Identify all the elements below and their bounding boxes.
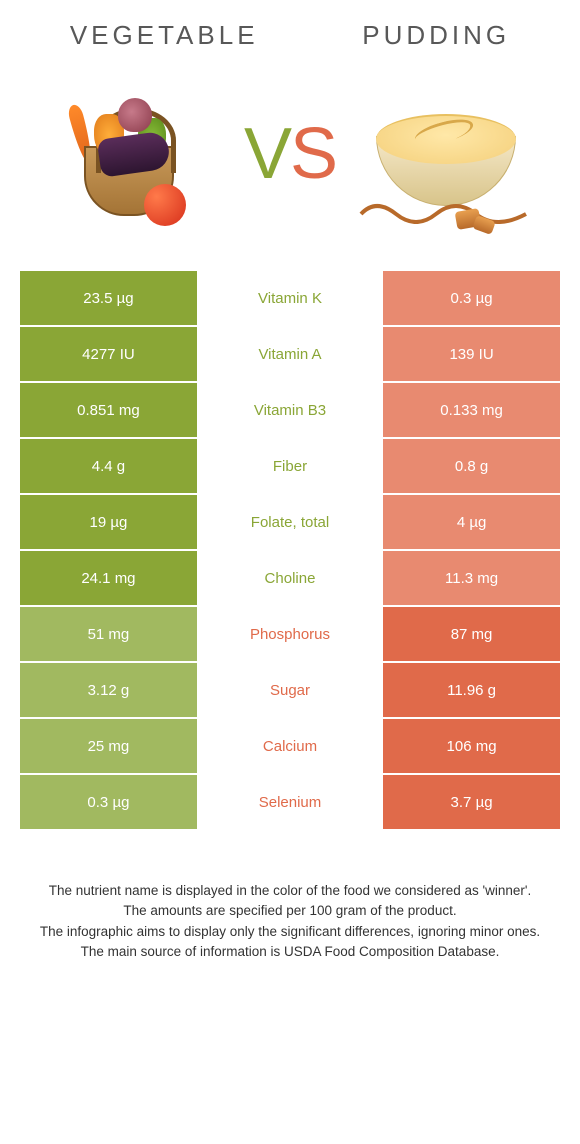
table-row: 0.851 mgVitamin B30.133 mg xyxy=(19,382,561,438)
vs-label: VS xyxy=(244,118,336,190)
left-value: 0.3 µg xyxy=(19,774,198,830)
right-value: 0.133 mg xyxy=(382,382,561,438)
left-value: 25 mg xyxy=(19,718,198,774)
hero-row: VS xyxy=(18,69,562,239)
right-value: 106 mg xyxy=(382,718,561,774)
table-row: 25 mgCalcium106 mg xyxy=(19,718,561,774)
table-row: 19 µgFolate, total4 µg xyxy=(19,494,561,550)
left-value: 24.1 mg xyxy=(19,550,198,606)
right-value: 0.8 g xyxy=(382,438,561,494)
footer-line-1: The nutrient name is displayed in the co… xyxy=(22,881,558,901)
nutrient-label: Selenium xyxy=(198,774,382,830)
right-value: 11.96 g xyxy=(382,662,561,718)
right-value: 139 IU xyxy=(382,326,561,382)
footer-line-3: The infographic aims to display only the… xyxy=(22,922,558,942)
table-row: 24.1 mgCholine11.3 mg xyxy=(19,550,561,606)
table-row: 0.3 µgSelenium3.7 µg xyxy=(19,774,561,830)
right-value: 3.7 µg xyxy=(382,774,561,830)
header-row: VEGETABLE PUDDING xyxy=(18,20,562,51)
table-row: 4277 IUVitamin A139 IU xyxy=(19,326,561,382)
nutrient-label: Folate, total xyxy=(198,494,382,550)
nutrient-label: Vitamin K xyxy=(198,270,382,326)
right-value: 4 µg xyxy=(382,494,561,550)
nutrient-label: Fiber xyxy=(198,438,382,494)
left-value: 3.12 g xyxy=(19,662,198,718)
table-row: 3.12 gSugar11.96 g xyxy=(19,662,561,718)
vs-v: V xyxy=(244,114,290,194)
right-value: 87 mg xyxy=(382,606,561,662)
vs-s: S xyxy=(290,114,336,194)
left-value: 4277 IU xyxy=(19,326,198,382)
nutrient-label: Vitamin A xyxy=(198,326,382,382)
footer-line-4: The main source of information is USDA F… xyxy=(22,942,558,962)
table-row: 4.4 gFiber0.8 g xyxy=(19,438,561,494)
nutrient-label: Vitamin B3 xyxy=(198,382,382,438)
nutrient-table: 23.5 µgVitamin K0.3 µg4277 IUVitamin A13… xyxy=(18,269,562,831)
nutrient-label: Sugar xyxy=(198,662,382,718)
left-value: 0.851 mg xyxy=(19,382,198,438)
nutrient-label: Phosphorus xyxy=(198,606,382,662)
nutrient-label: Choline xyxy=(198,550,382,606)
footer-line-2: The amounts are specified per 100 gram o… xyxy=(22,901,558,921)
left-value: 4.4 g xyxy=(19,438,198,494)
table-row: 23.5 µgVitamin K0.3 µg xyxy=(19,270,561,326)
right-value: 0.3 µg xyxy=(382,270,561,326)
pudding-image xyxy=(356,74,536,234)
footer-notes: The nutrient name is displayed in the co… xyxy=(18,881,562,962)
left-value: 51 mg xyxy=(19,606,198,662)
right-value: 11.3 mg xyxy=(382,550,561,606)
nutrient-label: Calcium xyxy=(198,718,382,774)
left-value: 19 µg xyxy=(19,494,198,550)
header-right: PUDDING xyxy=(362,20,510,51)
header-left: VEGETABLE xyxy=(70,20,259,51)
left-value: 23.5 µg xyxy=(19,270,198,326)
table-row: 51 mgPhosphorus87 mg xyxy=(19,606,561,662)
vegetable-image xyxy=(44,74,224,234)
